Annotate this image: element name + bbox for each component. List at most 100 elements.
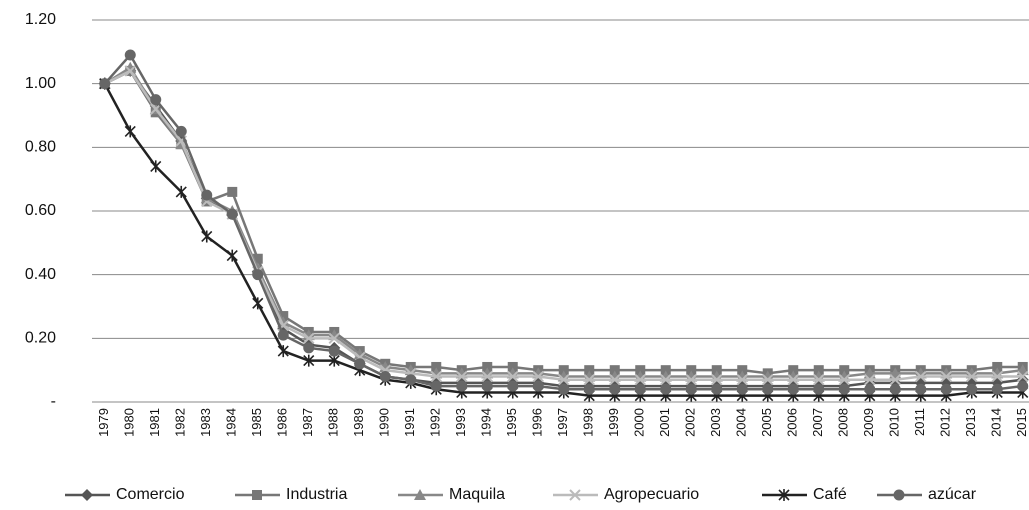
marker [558,374,570,386]
x-tick-label: 2012 [938,408,953,437]
marker [278,311,289,322]
x-tick-label: 2005 [759,408,774,437]
marker [736,383,748,395]
x-tick-label: 2013 [963,408,978,437]
marker [711,374,723,386]
marker [940,370,952,383]
marker [303,332,315,345]
marker [277,316,290,328]
x-tick-label: 2010 [887,408,902,437]
marker [226,249,238,262]
marker [430,370,442,383]
marker [838,374,850,386]
marker [685,383,697,395]
series-line [104,69,1023,381]
marker [277,345,289,358]
marker [864,383,876,395]
series-line [104,69,1023,375]
marker [227,186,238,197]
x-tick-label: 1999 [606,408,621,437]
marker [838,383,850,395]
x-tick-label: 2009 [861,408,876,437]
y-tick-label: 0.20 [25,330,56,347]
legend-item: Industria [235,486,347,503]
marker [569,489,581,501]
marker [915,383,927,395]
legend-item: Comercio [65,486,185,503]
marker [889,374,901,386]
marker [685,374,697,386]
x-tick-label: 2011 [912,408,927,436]
x-tick-label: 1990 [377,408,392,437]
marker [991,383,1003,395]
marker [507,370,519,383]
legend-label: Café [813,486,847,503]
marker [124,49,136,61]
y-tick-label: 1.20 [25,11,56,28]
y-tick-label: - [51,393,56,410]
marker [226,208,238,220]
marker [303,354,315,367]
x-tick-label: 1986 [275,408,290,437]
x-tick-label: 1987 [300,408,315,437]
legend-label: Comercio [116,486,185,503]
marker [992,361,1003,372]
marker [456,370,468,383]
x-tick-label: 2006 [785,408,800,437]
marker [736,374,748,386]
marker [915,370,927,383]
x-tick-label: 1993 [453,408,468,437]
marker [252,490,262,500]
marker [558,383,570,395]
x-tick-label: 1985 [249,408,264,437]
x-tick-label: 2015 [1014,408,1029,437]
y-tick-label: 1.00 [25,75,56,92]
marker [788,365,799,376]
marker [277,329,289,341]
marker [430,380,442,392]
marker [150,103,162,115]
marker [558,365,569,376]
marker [328,354,340,367]
marker [787,383,799,395]
marker [481,370,493,383]
marker [686,365,697,376]
marker [124,65,136,77]
marker [966,383,978,395]
marker [532,380,544,392]
legend-label: azúcar [928,486,977,503]
x-tick-label: 1991 [402,408,417,437]
marker [889,383,901,395]
marker [778,489,790,501]
x-tick-label: 1979 [96,408,111,437]
marker [201,230,213,243]
x-tick-label: 1981 [147,408,162,437]
marker [379,371,391,383]
marker [303,342,315,354]
marker [609,365,620,376]
legend-item: Agropecuario [553,486,699,503]
marker [660,374,672,386]
marker [81,489,93,501]
marker [414,489,426,500]
marker [124,125,136,138]
marker [893,489,905,501]
marker [507,361,518,372]
marker [635,365,646,376]
marker [583,374,595,386]
marker [99,78,111,90]
y-tick-label: 0.40 [25,266,56,283]
x-tick-label: 1989 [351,408,366,437]
x-tick-label: 2004 [734,408,749,437]
marker [584,365,595,376]
marker [354,358,366,370]
marker [839,365,850,376]
x-tick-label: 1995 [504,408,519,437]
legend-item: Maquila [398,486,505,503]
marker [175,125,187,137]
marker [609,374,621,386]
marker [813,383,825,395]
x-tick-label: 2003 [708,408,723,437]
x-tick-label: 2007 [810,408,825,437]
marker [583,383,595,395]
